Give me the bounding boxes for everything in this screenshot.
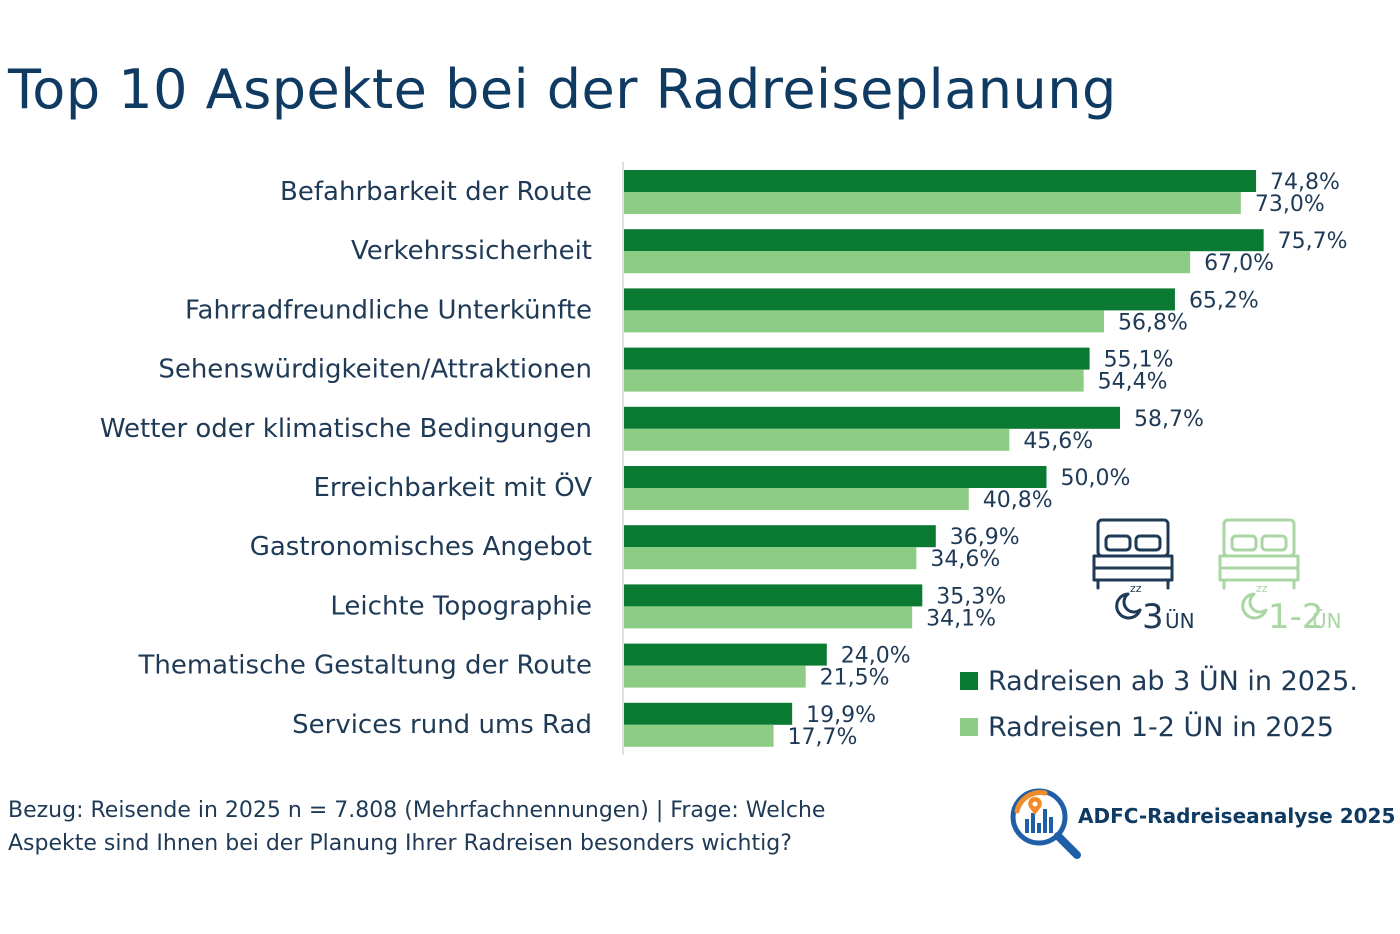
category-label: Leichte Topographie: [330, 591, 592, 621]
bar-3-nights: [624, 347, 1090, 370]
bar-3-nights: [624, 229, 1264, 252]
nights-unit-3: ÜN: [1165, 609, 1195, 633]
bar-3-nights: [624, 643, 827, 666]
data-label: 21,5%: [820, 666, 890, 691]
legend-item-3-nights: Radreisen ab 3 ÜN in 2025.: [960, 658, 1358, 704]
nights-label-3: 3: [1142, 597, 1164, 637]
category-label: Gastronomisches Angebot: [250, 532, 592, 562]
bar-1-2-nights: [624, 547, 917, 570]
data-label: 19,9%: [806, 703, 876, 728]
data-label: 54,4%: [1098, 370, 1168, 395]
data-label: 17,7%: [788, 725, 858, 750]
bed-sleep-icon-3-nights: [1092, 518, 1174, 620]
bar-1-2-nights: [624, 488, 969, 510]
bar-1-2-nights: [624, 606, 913, 629]
bar-3-nights: [624, 584, 923, 607]
footnote: Bezug: Reisende in 2025 n = 7.808 (Mehrf…: [8, 794, 908, 860]
data-label: 50,0%: [1061, 466, 1131, 491]
category-label: Verkehrssicherheit: [351, 236, 592, 266]
bar-1-2-nights: [624, 192, 1241, 214]
nights-unit-1-2: ÜN: [1312, 609, 1342, 633]
bar-chart: Befahrbarkeit der Route 74,8%73,0% Verkehr…: [100, 162, 1348, 755]
data-label: 67,0%: [1204, 251, 1274, 276]
footnote-line: Aspekte sind Ihnen bei der Planung Ihrer…: [8, 831, 792, 856]
bar-3-nights: [624, 406, 1121, 429]
data-label: 74,8%: [1270, 170, 1340, 195]
footnote-line: Bezug: Reisende in 2025 n = 7.808 (Mehrf…: [8, 798, 826, 823]
category-label: Services rund ums Rad: [292, 710, 592, 740]
bar-3-nights: [624, 525, 936, 548]
category-label: Wetter oder klimatische Bedingungen: [100, 414, 592, 444]
legend-swatch-light: [960, 718, 978, 736]
bar-1-2-nights: [624, 665, 806, 688]
nights-icons: zz 3 ÜN zz 1-2 ÜN: [1088, 512, 1358, 637]
bar-1-2-nights: [624, 251, 1191, 274]
data-label: 35,3%: [936, 584, 1006, 609]
data-label: 75,7%: [1278, 229, 1348, 254]
brand: ADFC-Radreiseanalyse 2025: [1005, 783, 1395, 863]
data-label: 56,8%: [1118, 310, 1188, 335]
data-label: 36,9%: [950, 525, 1020, 550]
bed-sleep-icon-1-2-nights: [1218, 518, 1300, 620]
page-title: Top 10 Aspekte bei der Radreiseplanung: [8, 58, 1117, 121]
data-label: 55,1%: [1104, 348, 1174, 373]
data-label: 40,8%: [983, 488, 1053, 513]
magnifier-chart-logo-icon: [1010, 788, 1081, 859]
zzz-left: zz: [1130, 582, 1142, 595]
bar-1-2-nights: [624, 369, 1084, 392]
bar-3-nights: [624, 170, 1257, 192]
bar-3-nights: [624, 702, 793, 725]
nights-label-1-2: 1-2: [1268, 597, 1324, 637]
brand-name: ADFC-Radreiseanalyse 2025: [1078, 804, 1396, 828]
data-label: 34,6%: [930, 547, 1000, 572]
category-label: Erreichbarkeit mit ÖV: [313, 471, 592, 503]
category-label: Sehenswürdigkeiten/Attraktionen: [158, 355, 592, 385]
legend-label: Radreisen ab 3 ÜN in 2025.: [988, 665, 1358, 697]
bar-1-2-nights: [624, 310, 1104, 333]
data-label: 58,7%: [1134, 407, 1204, 432]
legend: Radreisen ab 3 ÜN in 2025. Radreisen 1-2…: [960, 658, 1358, 750]
legend-item-1-2-nights: Radreisen 1-2 ÜN in 2025: [960, 704, 1358, 750]
zzz-right: zz: [1256, 582, 1268, 595]
bar-3-nights: [624, 288, 1175, 311]
bar-1-2-nights: [624, 428, 1010, 451]
data-label: 65,2%: [1189, 288, 1259, 313]
category-label: Fahrradfreundliche Unterkünfte: [185, 295, 592, 325]
data-label: 73,0%: [1255, 192, 1325, 217]
legend-label: Radreisen 1-2 ÜN in 2025: [988, 711, 1334, 743]
data-label: 45,6%: [1023, 429, 1093, 454]
data-label: 34,1%: [926, 606, 996, 631]
data-label: 24,0%: [841, 644, 911, 669]
bar-1-2-nights: [624, 724, 774, 747]
legend-swatch-dark: [960, 672, 978, 690]
category-label: Befahrbarkeit der Route: [280, 177, 592, 207]
bar-3-nights: [624, 466, 1047, 488]
category-label: Thematische Gestaltung der Route: [137, 651, 592, 681]
